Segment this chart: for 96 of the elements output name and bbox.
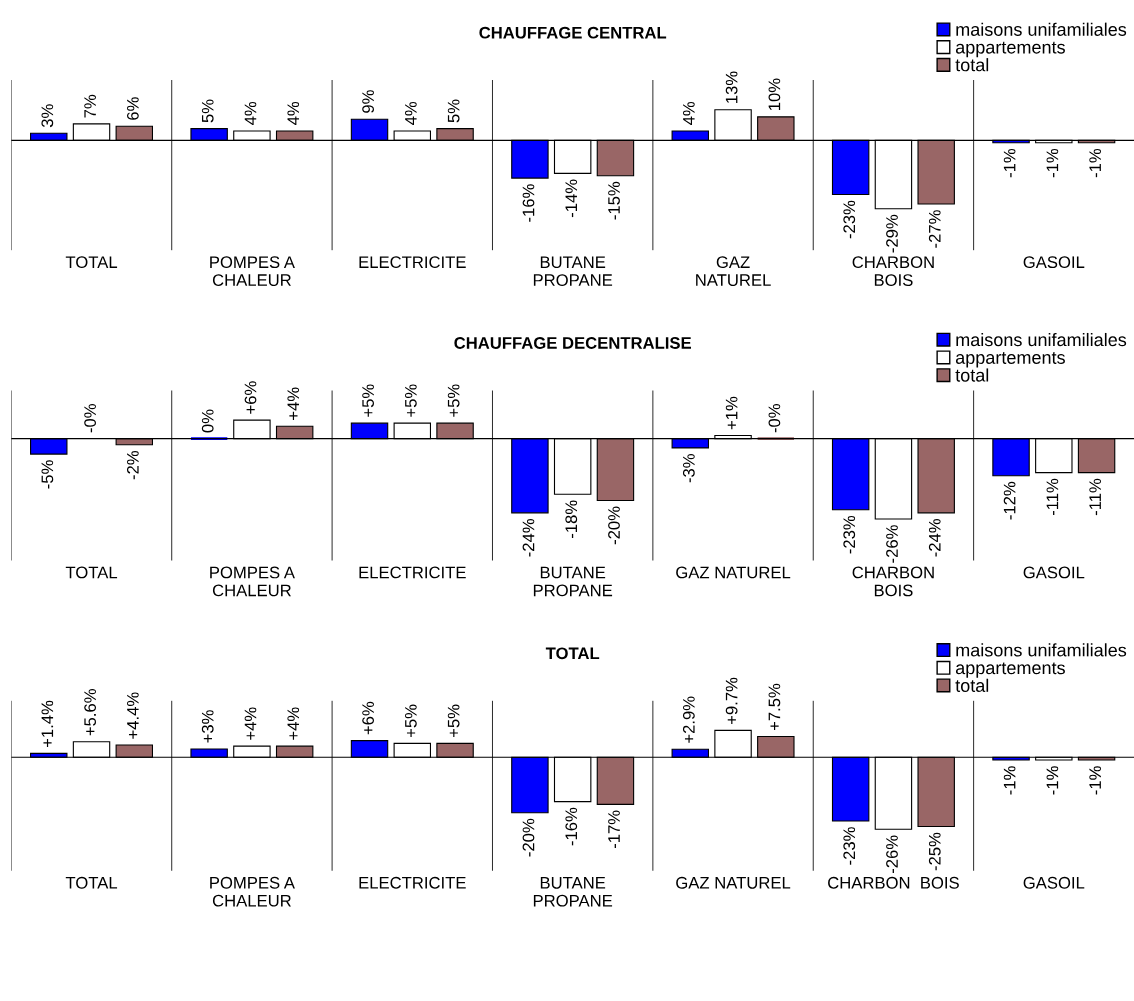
x-tick-label: BUTANE PROPANE [533,566,613,597]
data-label: -1% [1003,148,1016,178]
data-label: +4% [287,707,300,740]
x-tick-label: BUTANE PROPANE [533,877,613,907]
x-tick-label: ELECTRICITE [359,566,466,579]
data-label: -26% [886,525,898,563]
data-label: +5% [447,704,460,738]
data-label: -0% [84,404,96,433]
data-label: +2.9% [682,696,695,743]
data-label: 4% [683,101,695,126]
legend-label: maisons unifamiliales [956,332,1127,347]
x-tick-label: TOTAL [65,876,118,889]
data-label: -1% [1089,148,1101,178]
legend-label: maisons unifamiliales [956,22,1127,36]
data-label: 13% [725,71,738,103]
data-label: +4% [287,387,300,420]
legend-label: appartements [955,662,1065,678]
data-label: 3% [41,104,54,128]
data-label: -1% [1046,766,1059,795]
data-label: -12% [1003,481,1016,520]
x-tick-label: ELECTRICITE [359,876,466,889]
x-tick-label: ELECTRICITE [359,256,466,269]
data-label: -20% [522,818,535,857]
data-label: -27% [928,210,941,248]
legend-label: total [955,58,989,72]
data-label: -17% [608,810,620,849]
data-label: -1% [1003,766,1016,795]
data-label: 4% [405,101,417,126]
x-tick-label: POMPES A CHALEUR [210,256,295,286]
data-label: +1.4% [41,700,54,748]
legend-label: appartements [955,41,1065,58]
x-tick-label: TOTAL [65,256,118,269]
data-label: -3% [682,454,695,483]
data-label: -24% [928,518,941,557]
x-tick-label: GAZ NATUREL [676,876,791,889]
x-tick-label: CHARBON BOIS [828,876,959,889]
data-label: 5% [447,99,460,123]
data-label: +5% [362,384,374,417]
data-label: -20% [608,506,620,545]
data-label: +5% [405,384,417,417]
x-tick-label: GASOIL [1023,876,1085,889]
data-label: -15% [608,181,620,220]
legend-label: maisons unifamiliales [956,643,1127,657]
chart-title: CHAUFFAGE CENTRAL [479,26,667,39]
data-label: +5% [447,384,460,417]
data-label: +4% [244,707,257,740]
data-label: +3% [201,710,214,743]
data-label: 4% [287,101,300,126]
x-tick-label: CHARBON BOIS [852,256,934,286]
data-label: +6% [244,381,257,414]
data-label: -1% [1046,148,1059,178]
data-label: -29% [886,214,898,253]
legend-label: total [955,368,989,382]
data-label: 4% [244,101,257,126]
data-label: 5% [201,99,214,123]
data-label: -1% [1089,766,1101,795]
data-label: -11% [1089,478,1101,516]
x-tick-label: TOTAL [65,566,118,579]
data-label: 6% [126,97,139,120]
data-label: -16% [565,807,578,846]
data-label: 7% [84,94,96,118]
data-label: -18% [565,500,578,538]
data-label: 10% [768,78,781,110]
data-label: +5% [405,704,417,738]
x-tick-label: GAZ NATUREL [676,566,791,579]
data-label: -23% [843,827,856,865]
data-label: -26% [886,835,898,874]
x-tick-label: POMPES A CHALEUR [210,566,295,597]
data-label: +5.6% [84,689,96,736]
data-label: -0% [768,404,781,433]
x-tick-label: BUTANE PROPANE [533,256,613,286]
data-label: 0% [201,409,214,433]
chart-title: CHAUFFAGE DECENTRALISE [454,337,692,349]
x-tick-label: GASOIL [1023,566,1085,579]
x-tick-label: GAZ NATUREL [696,256,771,286]
data-label: +6% [362,701,374,735]
data-label: +9.7% [725,677,738,725]
data-label: +7.5% [768,683,781,731]
data-label: -16% [522,184,535,222]
data-label: -14% [565,179,578,218]
chart-title: TOTAL [545,647,600,660]
x-tick-label: CHARBON BOIS [852,566,934,597]
data-label: -11% [1046,478,1059,516]
data-label: -23% [843,515,856,554]
data-label: -25% [928,832,941,871]
data-label: -2% [126,450,139,480]
data-label: -23% [843,200,856,239]
data-label: +4.4% [127,692,139,739]
data-label: 9% [362,90,374,113]
data-label: +1% [725,396,738,430]
x-tick-label: POMPES A CHALEUR [210,876,295,907]
legend-label: appartements [955,352,1065,368]
data-label: -5% [41,460,54,489]
x-tick-label: GASOIL [1023,256,1085,269]
legend-label: total [955,678,989,692]
data-label: -24% [522,518,535,557]
